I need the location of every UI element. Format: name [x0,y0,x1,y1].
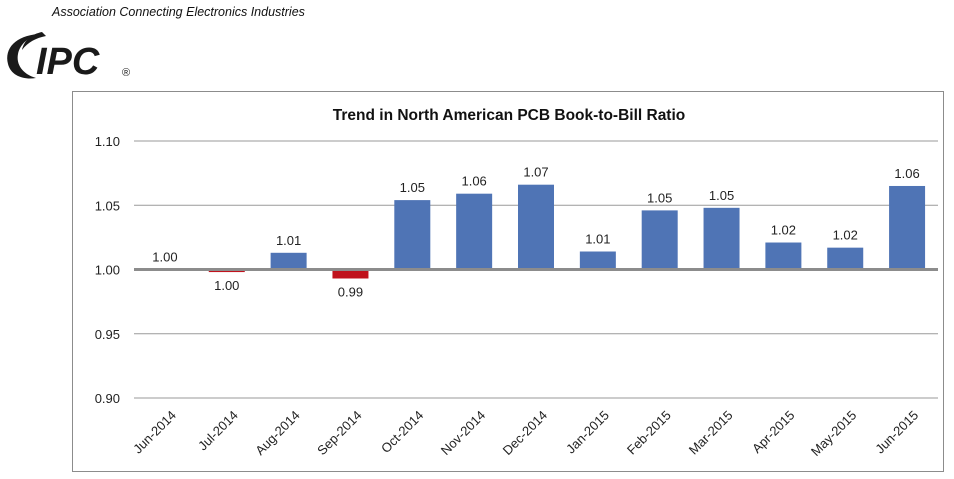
x-tick-label: Dec-2014 [500,408,550,458]
ipc-logo: IPC ® [7,32,130,83]
bar-aug-2014 [270,252,307,270]
x-tick-label: Oct-2014 [378,408,426,456]
bar-jun-2015 [889,185,926,270]
registered-mark: ® [122,67,130,79]
y-tick-label: 1.10 [95,134,120,149]
book-to-bill-chart: Trend in North American PCB Book-to-Bill… [95,107,938,459]
bar-mar-2015 [703,207,740,270]
data-label: 0.99 [338,284,363,299]
logo-text: IPC [36,41,100,83]
x-tick-label: Aug-2014 [252,408,302,458]
x-tick-label: Feb-2015 [624,408,674,458]
x-tick-label: Jul-2014 [195,408,241,454]
data-label: 1.01 [276,233,301,248]
x-axis-ticks: Jun-2014 Jul-2014 Aug-2014 Sep-2014 Oct-2014… [130,408,921,459]
data-label: 1.00 [152,250,177,265]
y-tick-label: 0.95 [95,327,120,342]
bar-jan-2015 [579,251,616,270]
y-tick-label: 1.00 [95,263,120,278]
x-tick-label: Jun-2014 [130,408,179,457]
data-label: 1.00 [214,278,239,293]
data-label: 1.06 [461,174,486,189]
x-tick-label: Nov-2014 [438,408,488,458]
bar-nov-2014 [456,193,493,270]
bar-feb-2015 [641,210,678,270]
data-label: 1.01 [585,232,610,247]
chart-frame: Trend in North American PCB Book-to-Bill… [72,91,944,472]
bar-may-2015 [827,247,864,270]
x-tick-label: May-2015 [808,408,859,459]
x-tick-label: Apr-2015 [749,408,797,456]
y-tick-label: 1.05 [95,198,120,213]
data-label: 1.06 [894,166,919,181]
data-labels: 1.00 1.00 1.01 0.99 1.05 1.06 1.07 1.01 1.05 1.05… [152,165,919,300]
data-label: 1.02 [833,228,858,243]
data-label: 1.05 [400,180,425,195]
y-axis-ticks: 0.90 0.95 1.00 1.05 1.10 [95,134,120,406]
bar-sep-2014 [332,269,369,279]
data-label: 1.07 [523,165,548,180]
x-tick-label: Jan-2015 [563,408,612,457]
x-tick-label: Sep-2014 [314,408,364,458]
chart-title: Trend in North American PCB Book-to-Bill… [333,107,686,124]
data-label: 1.05 [709,188,734,203]
data-label: 1.02 [771,223,796,238]
x-tick-label: Jun-2015 [872,408,921,457]
association-tagline: Association Connecting Electronics Indus… [52,5,305,19]
data-label: 1.05 [647,190,672,205]
y-tick-label: 0.90 [95,391,120,406]
bar-dec-2014 [518,184,554,270]
x-tick-label: Mar-2015 [686,408,736,458]
bar-oct-2014 [394,200,431,270]
bars [208,184,926,279]
bar-apr-2015 [765,242,802,270]
